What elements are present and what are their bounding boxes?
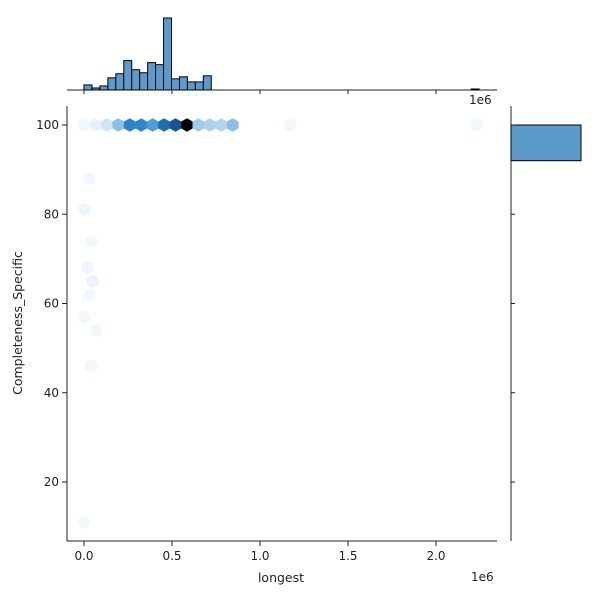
hexbin-1 (89, 118, 102, 132)
hexbin-11 (203, 118, 216, 132)
hexbin-5 (135, 118, 148, 132)
hexbin-15 (470, 118, 483, 132)
marginal-x-bar-10 (163, 17, 173, 91)
x-axis-label: longest (258, 570, 304, 585)
marginal-x-bar-13 (186, 81, 196, 91)
marginal-x-bar-1 (91, 87, 101, 91)
y-tick-label: 60 (44, 297, 59, 311)
hexbin-13 (226, 118, 239, 132)
hexbin-2 (100, 118, 113, 132)
joint-axes: 0.0 0.5 1.0 1.5 2.0 20 40 60 80 100 (36, 106, 497, 563)
hexbin-21 (83, 287, 96, 302)
marginal-x-bar-15 (202, 75, 212, 91)
hexbin-4 (123, 118, 136, 132)
x-tick-label: 2.0 (426, 549, 445, 563)
hexbin-20 (86, 274, 99, 288)
x-tick-label: 0.0 (74, 549, 93, 563)
hexbin-3 (112, 118, 125, 132)
hexbin-10 (192, 118, 205, 132)
marginal-x-bar-12 (178, 76, 188, 91)
marginal-x-bar-7 (139, 72, 149, 91)
marginal-x-bar-8 (147, 62, 157, 91)
y-axis-label: Completeness_Specific (10, 251, 25, 395)
hexbin-24 (85, 359, 97, 373)
hexbin-0 (78, 118, 90, 132)
hexbin-14 (284, 118, 296, 132)
marginal-x-bar-4 (115, 73, 125, 91)
hexbin-23 (90, 323, 103, 338)
hexbin-9 (181, 118, 193, 132)
marginal-y-bar-0 (510, 124, 582, 162)
marginal-x-bar-0 (83, 84, 93, 91)
marginal-x-bar-19 (470, 88, 480, 91)
y-tick-label: 40 (44, 386, 59, 400)
marginal-x-bar-14 (194, 81, 204, 91)
marginal-x-offset-label: 1e6 (469, 93, 492, 107)
hexbin-17 (78, 202, 90, 217)
hexbin-7 (158, 118, 170, 132)
hexbin-8 (169, 118, 182, 132)
x-tick-label: 1.0 (250, 549, 269, 563)
hexbin-25 (78, 515, 90, 529)
marginal-x-bar-9 (155, 64, 165, 91)
marginal-x-bar-3 (107, 77, 117, 91)
y-tick-label: 100 (36, 118, 59, 132)
y-tick-label: 80 (44, 207, 59, 221)
marginal-x-histogram (67, 17, 497, 94)
x-axis-offset-label: 1e6 (471, 570, 494, 584)
hexbin-22 (78, 310, 90, 324)
marginal-x-bar-2 (99, 85, 109, 91)
hexbin-18 (85, 234, 97, 248)
x-tick-label: 1.5 (338, 549, 357, 563)
hexbin-12 (215, 118, 228, 132)
marginal-x-bar-11 (171, 78, 180, 91)
x-tick-label: 0.5 (162, 549, 181, 563)
hexbin-16 (83, 171, 96, 186)
y-tick-label: 20 (44, 475, 59, 489)
marginal-x-bar-6 (131, 69, 141, 91)
marginal-x-bar-5 (123, 60, 133, 91)
marginal-y-histogram (510, 106, 582, 541)
hexbin-19 (81, 261, 94, 275)
hexbin-6 (146, 118, 159, 132)
